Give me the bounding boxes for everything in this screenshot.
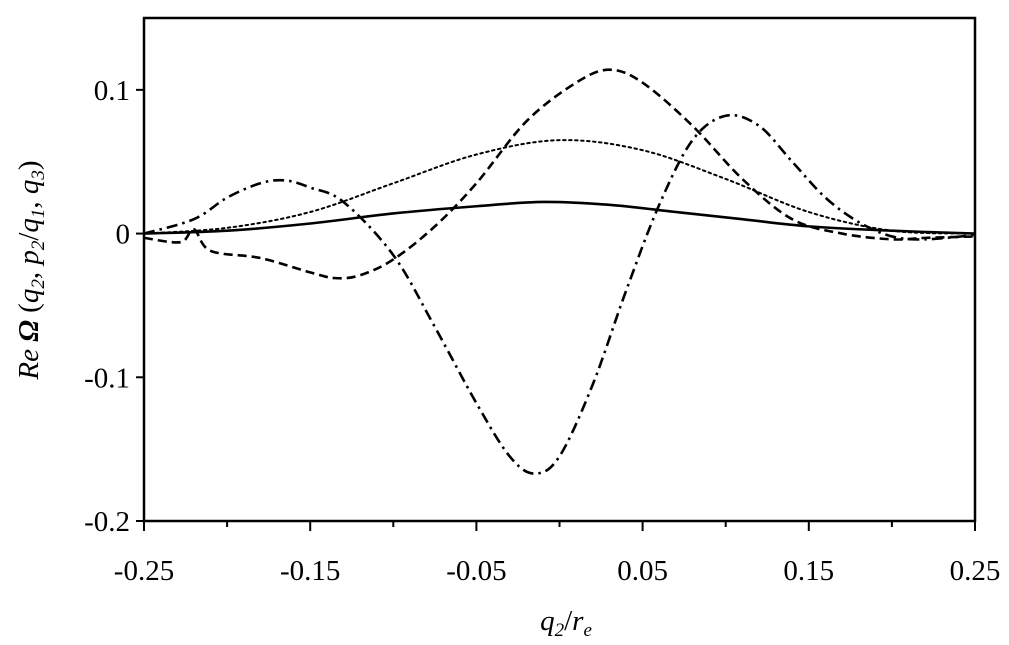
y-axis-title-comma1: , xyxy=(13,265,45,280)
y-tick-label: -0.1 xyxy=(84,362,130,394)
y-axis-title-q1: q xyxy=(13,218,45,233)
x-tick-label: -0.25 xyxy=(114,555,174,587)
x-axis-title: q2/re xyxy=(540,605,592,641)
x-tick-label: 0.05 xyxy=(617,555,668,587)
x-axis-ticks xyxy=(143,521,976,531)
x-axis-title-r: r xyxy=(572,605,584,637)
y-tick-label: 0.1 xyxy=(94,75,130,107)
y-axis-title-q-sub: 2 xyxy=(28,279,49,289)
x-tick-label: -0.05 xyxy=(446,555,506,587)
y-axis-title-q3-sub: 3 xyxy=(28,170,49,181)
y-axis-title-open: ( xyxy=(13,303,45,320)
y-tick-label: -0.2 xyxy=(84,506,130,538)
y-axis-title-p: p xyxy=(13,250,45,267)
y-axis-ticks xyxy=(136,88,144,522)
y-axis-title-q: q xyxy=(13,289,45,304)
y-axis-title-q3: q xyxy=(13,180,45,195)
y-axis-title-slash: / xyxy=(13,232,45,241)
y-axis-tick-labels: -0.2 -0.1 0 0.1 xyxy=(84,75,130,538)
series-line-dashed xyxy=(143,68,976,280)
x-axis-tick-labels: -0.25 -0.15 -0.05 0.05 0.15 0.25 xyxy=(114,555,1001,587)
series-line-dotted xyxy=(143,139,976,235)
series-line-solid xyxy=(143,200,976,235)
series-line-dashdot xyxy=(143,113,976,475)
x-axis-title-r-sub: e xyxy=(583,620,591,641)
x-tick-label: 0.25 xyxy=(950,555,1001,587)
y-axis-title-comma2: , xyxy=(13,194,45,209)
series-layer xyxy=(143,68,976,475)
y-axis-title-prefix: Re xyxy=(13,342,45,381)
x-axis-title-q-sub: 2 xyxy=(555,620,565,641)
x-axis-title-q: q xyxy=(540,605,555,637)
y-axis-title-omega: Ω xyxy=(13,320,45,342)
y-tick-label: 0 xyxy=(116,219,131,251)
x-tick-label: 0.15 xyxy=(783,555,834,587)
y-axis-title-close: ) xyxy=(13,160,45,170)
x-axis-title-slash: / xyxy=(564,605,573,637)
y-axis-title-p-sub: 2 xyxy=(28,240,49,250)
x-tick-label: -0.15 xyxy=(280,555,340,587)
y-axis-title: Re Ω (q2, p2/q1, q3) xyxy=(13,160,49,380)
y-axis-title-q1-sub: 1 xyxy=(28,209,49,219)
